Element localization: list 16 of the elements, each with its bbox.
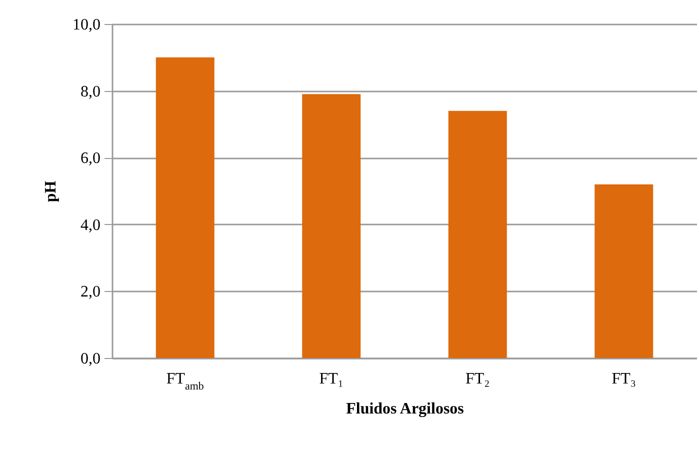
x-tick-label: FT₃ — [612, 370, 636, 388]
y-tick-label: 10,0 — [72, 16, 100, 34]
y-tick-label: 8,0 — [80, 83, 100, 100]
bar — [594, 184, 654, 358]
y-axis-title: pH — [42, 180, 60, 202]
bar — [448, 110, 507, 358]
x-tick-label: FT$_{amb}$ — [166, 370, 204, 392]
x-tick-label: FT₁ — [319, 370, 344, 388]
y-tick-label: 0,0 — [80, 350, 100, 368]
x-axis-title: Fluidos Argilosos — [346, 400, 464, 418]
bar — [302, 94, 361, 358]
x-tick-label: FT₂ — [466, 370, 490, 388]
bar — [156, 57, 214, 358]
y-tick-label: 2,0 — [80, 284, 100, 301]
y-tick-label: 4,0 — [80, 216, 100, 234]
y-tick-label: 6,0 — [80, 150, 100, 168]
